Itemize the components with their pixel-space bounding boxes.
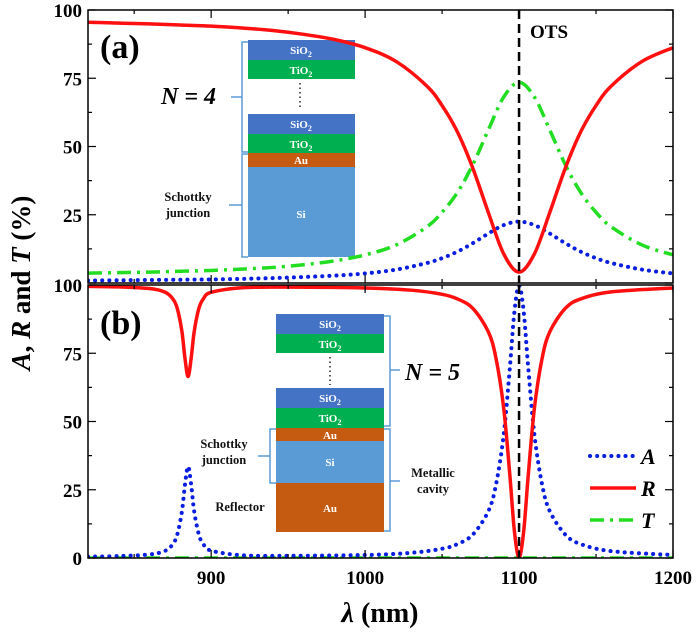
layer-si [248,167,355,257]
layer-tio2 [276,408,384,428]
layer-tio2 [276,334,384,353]
schottky-label-b: Schottky [200,437,248,451]
y-tick-label: 75 [63,344,82,365]
x-tick-label: 1200 [654,568,692,589]
y-tick-label: 75 [63,69,82,90]
layer-label-au: Au [323,430,337,442]
legend: ART [588,444,656,533]
reflector-label: Reflector [215,500,265,514]
layer-label-tio2: TiO2 [319,339,342,353]
layer-label-tio2: TiO2 [290,65,313,79]
x-tick-label: 1100 [501,568,538,589]
y-tick-label: 50 [63,138,82,159]
plot-layer [88,10,673,558]
panel-frame [87,9,674,284]
n5-label: N = 5 [404,360,460,386]
layer-label-sio2: SiO2 [319,393,341,407]
layer-label-sio2: SiO2 [319,319,341,333]
x-tick-label: 900 [197,568,226,589]
n4-label: N = 4 [160,84,216,110]
y-tick-label: 0 [73,549,83,570]
y-tick-label: 100 [54,276,83,297]
series-A-panel-a [88,219,673,283]
layer-au [276,428,384,441]
y-axis-label: A, R and T (%) [6,196,36,373]
series-R-panel-b [88,285,673,558]
bracket-schottky-b [258,428,276,484]
bracket-n4 [231,41,248,153]
layer-sio2 [248,40,355,60]
layer-si [276,441,384,483]
schottky-label-a-line2: junction [165,206,211,220]
panel-label-a: (a) [100,29,140,66]
layer-label-tio2: TiO2 [319,413,342,427]
y-tick-label: 25 [63,481,82,502]
legend-label-T: T [641,508,656,533]
layer-label-si: Si [325,457,334,469]
series-R-panel-a [88,20,673,274]
legend-label-A: A [639,444,656,469]
panel-label-b: (b) [100,305,142,342]
layer-label-sio2: SiO2 [290,119,312,133]
layer-tio2 [248,134,355,153]
series-T-panel-a [88,80,673,275]
inset-structure-b: SiO2 TiO2 SiO2 TiO2 Au Si Au N = 5 Schot… [200,314,460,532]
cavity-label-line2: cavity [417,482,450,496]
layer-au [248,153,355,167]
x-axis-label: λ (nm) [341,598,419,629]
cavity-label: Metallic [411,466,455,480]
layer-au-reflector [276,483,384,532]
legend-label-R: R [640,476,656,501]
bracket-n5 [384,315,400,427]
ots-annotation: OTS [530,22,568,43]
layer-label-sio2: SiO2 [290,45,312,59]
bracket-cavity [384,428,400,532]
schottky-label-a: Schottky [164,190,212,204]
layer-label-tio2: TiO2 [290,139,313,153]
y-tick-label: 25 [63,206,82,227]
bracket-schottky-a [229,153,248,258]
x-tick-label: 1000 [346,568,384,589]
layer-label-si: Si [296,209,305,221]
y-tick-label: 100 [54,1,83,22]
layer-sio2 [248,114,355,134]
layer-tio2 [248,60,355,79]
series-A-panel-b [88,285,673,558]
layer-label-au-reflector: Au [323,503,337,515]
schottky-label-b-line2: junction [201,453,247,467]
layer-sio2 [276,314,384,334]
layer-label-au: Au [294,155,308,167]
inset-structure-a: SiO2 TiO2 SiO2 TiO2 Au Si N = 4 Schottky… [160,40,355,258]
layer-sio2 [276,388,384,408]
y-tick-label: 50 [63,413,82,434]
